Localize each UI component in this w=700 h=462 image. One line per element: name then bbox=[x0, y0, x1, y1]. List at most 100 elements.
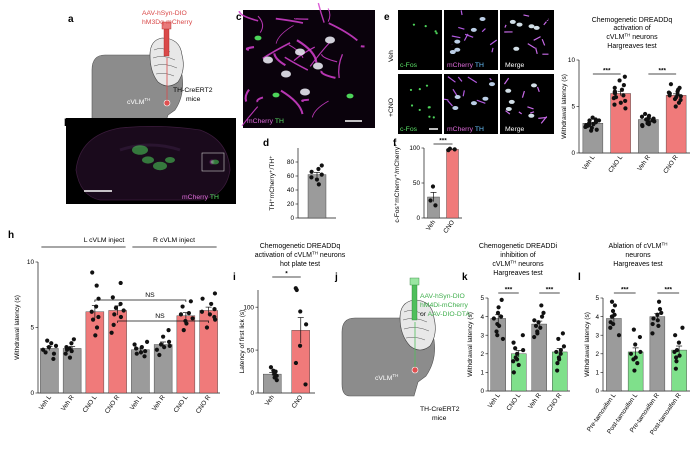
chart-l-ylabel: Withdrawal latency (s) bbox=[584, 312, 591, 377]
chart-l-sig-label: *** bbox=[621, 287, 629, 294]
chart-h-ns-bracket-1 bbox=[94, 299, 187, 302]
panel-e-tile bbox=[500, 74, 554, 134]
chart-g-point bbox=[621, 93, 626, 98]
chart-k-point bbox=[521, 347, 526, 353]
chart-l-point bbox=[609, 299, 615, 304]
chart-d-point bbox=[316, 166, 321, 172]
chart-k-point bbox=[561, 344, 567, 349]
chart-h-xtick-label: CNO R bbox=[104, 394, 122, 415]
chart-l-point bbox=[656, 323, 661, 328]
chart-i-point bbox=[293, 286, 298, 291]
chart-f-point bbox=[447, 146, 453, 151]
chart-g-point bbox=[646, 113, 652, 118]
chart-k-sig-label: *** bbox=[505, 287, 513, 294]
panel-c-neurons bbox=[238, 2, 365, 127]
chart-h-bar bbox=[176, 315, 196, 394]
chart-f-point bbox=[428, 198, 433, 203]
panel-e-mch-label-2: mCherry TH bbox=[447, 126, 484, 133]
panel-e-fiber bbox=[521, 90, 525, 98]
panel-e-fiber bbox=[527, 106, 534, 110]
chart-i-bar bbox=[263, 373, 282, 394]
chart-g-point bbox=[621, 83, 626, 88]
panel-e-cfos-dot bbox=[418, 88, 421, 91]
chart-k-point bbox=[560, 331, 565, 336]
chart-l-point bbox=[672, 349, 677, 355]
panel-e-fiber bbox=[452, 88, 458, 97]
chart-k-point bbox=[514, 351, 520, 356]
chart-g-point bbox=[644, 117, 649, 122]
panel-a-virus-line1: AAV-hSyn-DIO bbox=[142, 10, 187, 17]
panel-h-ns2: NS bbox=[155, 313, 165, 320]
chart-g-point bbox=[678, 94, 683, 99]
chart-k-sig-label: *** bbox=[546, 287, 554, 294]
chart-h-point bbox=[51, 351, 57, 356]
chart-k-point bbox=[511, 359, 516, 364]
panel-e-soma bbox=[449, 50, 456, 55]
panel-e-soma bbox=[528, 24, 535, 29]
chart-l-point bbox=[610, 308, 616, 314]
panel-e-fiber bbox=[535, 47, 538, 55]
panel-c-micrograph bbox=[243, 10, 375, 128]
chart-g-point bbox=[668, 82, 674, 87]
panel-c-soma bbox=[325, 36, 335, 44]
chart-g-point bbox=[623, 106, 628, 111]
panel-e-fiber bbox=[489, 77, 492, 81]
chart-h-ytick-label: 5 bbox=[30, 325, 34, 332]
panel-b-th-signal bbox=[132, 145, 219, 171]
panel-k-title4: Hargreaves test bbox=[493, 270, 542, 277]
chart-f-point bbox=[452, 147, 457, 152]
chart-f-point bbox=[433, 203, 438, 208]
panel-b-green-cluster bbox=[153, 161, 167, 171]
panel-h-letter: h bbox=[8, 230, 14, 241]
panel-e-fiber bbox=[489, 39, 498, 46]
chart-h-point bbox=[46, 345, 52, 350]
chart-g-ytick-label: 5 bbox=[571, 104, 575, 111]
chart-l-point bbox=[676, 340, 682, 345]
chart-k-point bbox=[500, 336, 506, 342]
chart-g-point bbox=[587, 118, 592, 123]
panel-g-letter: g bbox=[545, 12, 551, 23]
chart-d: 0 20 40 60 80 TH⁺mCherry⁺/TH⁺ bbox=[269, 148, 336, 222]
panel-c-fiber bbox=[256, 96, 264, 103]
panel-c-fiber bbox=[294, 17, 309, 20]
chart-d-ylabel: TH⁺mCherry⁺/TH⁺ bbox=[269, 155, 276, 211]
chart-h-ytick-label: 10 bbox=[27, 259, 35, 266]
panel-e-fiber bbox=[504, 24, 507, 28]
chart-h-point bbox=[209, 301, 214, 307]
panel-e-cfos-dot bbox=[412, 23, 416, 26]
panel-e-fiber bbox=[476, 99, 486, 104]
chart-k-point bbox=[511, 370, 516, 375]
panel-e-tile bbox=[444, 10, 498, 70]
panel-c-fiber bbox=[320, 70, 336, 79]
panel-c-fiber bbox=[321, 53, 338, 63]
chart-l-point bbox=[612, 312, 617, 317]
panel-e-cfos-dot bbox=[424, 25, 427, 28]
chart-l-point bbox=[608, 325, 613, 330]
chart-l-ytick-label: 4 bbox=[595, 314, 599, 321]
chart-h-point bbox=[190, 316, 195, 321]
chart-h-point bbox=[157, 352, 162, 358]
chart-k-xtick-label: Veh R bbox=[527, 392, 543, 411]
chart-g-sig-label: *** bbox=[603, 68, 611, 75]
chart-h-point bbox=[118, 280, 123, 286]
chart-h-point bbox=[67, 355, 73, 360]
panel-e-fiber bbox=[443, 98, 449, 101]
panel-e-fiber bbox=[457, 76, 463, 82]
chart-g-point bbox=[612, 85, 617, 90]
chart-h-point bbox=[111, 322, 116, 327]
panel-e-fiber bbox=[543, 18, 550, 26]
chart-f-sig-label: *** bbox=[439, 138, 447, 145]
chart-k-point bbox=[536, 320, 541, 325]
chart-k-point bbox=[495, 310, 501, 315]
chart-h-point bbox=[212, 291, 218, 296]
chart-h-bar bbox=[85, 311, 105, 394]
chart-k-ytick-label: 1 bbox=[480, 370, 484, 377]
chart-i-ytick-label: 50 bbox=[247, 347, 255, 354]
chart-d-ytick-label: 80 bbox=[287, 159, 295, 166]
panel-j-virus-line1: AAV-hSyn-DIO bbox=[420, 293, 465, 300]
panel-e-soma bbox=[505, 88, 512, 93]
chart-k-point bbox=[520, 333, 525, 338]
panel-e-soma bbox=[528, 113, 535, 118]
chart-g-xtick-label: Veh L bbox=[581, 154, 596, 172]
panel-c-fiber bbox=[262, 42, 291, 60]
